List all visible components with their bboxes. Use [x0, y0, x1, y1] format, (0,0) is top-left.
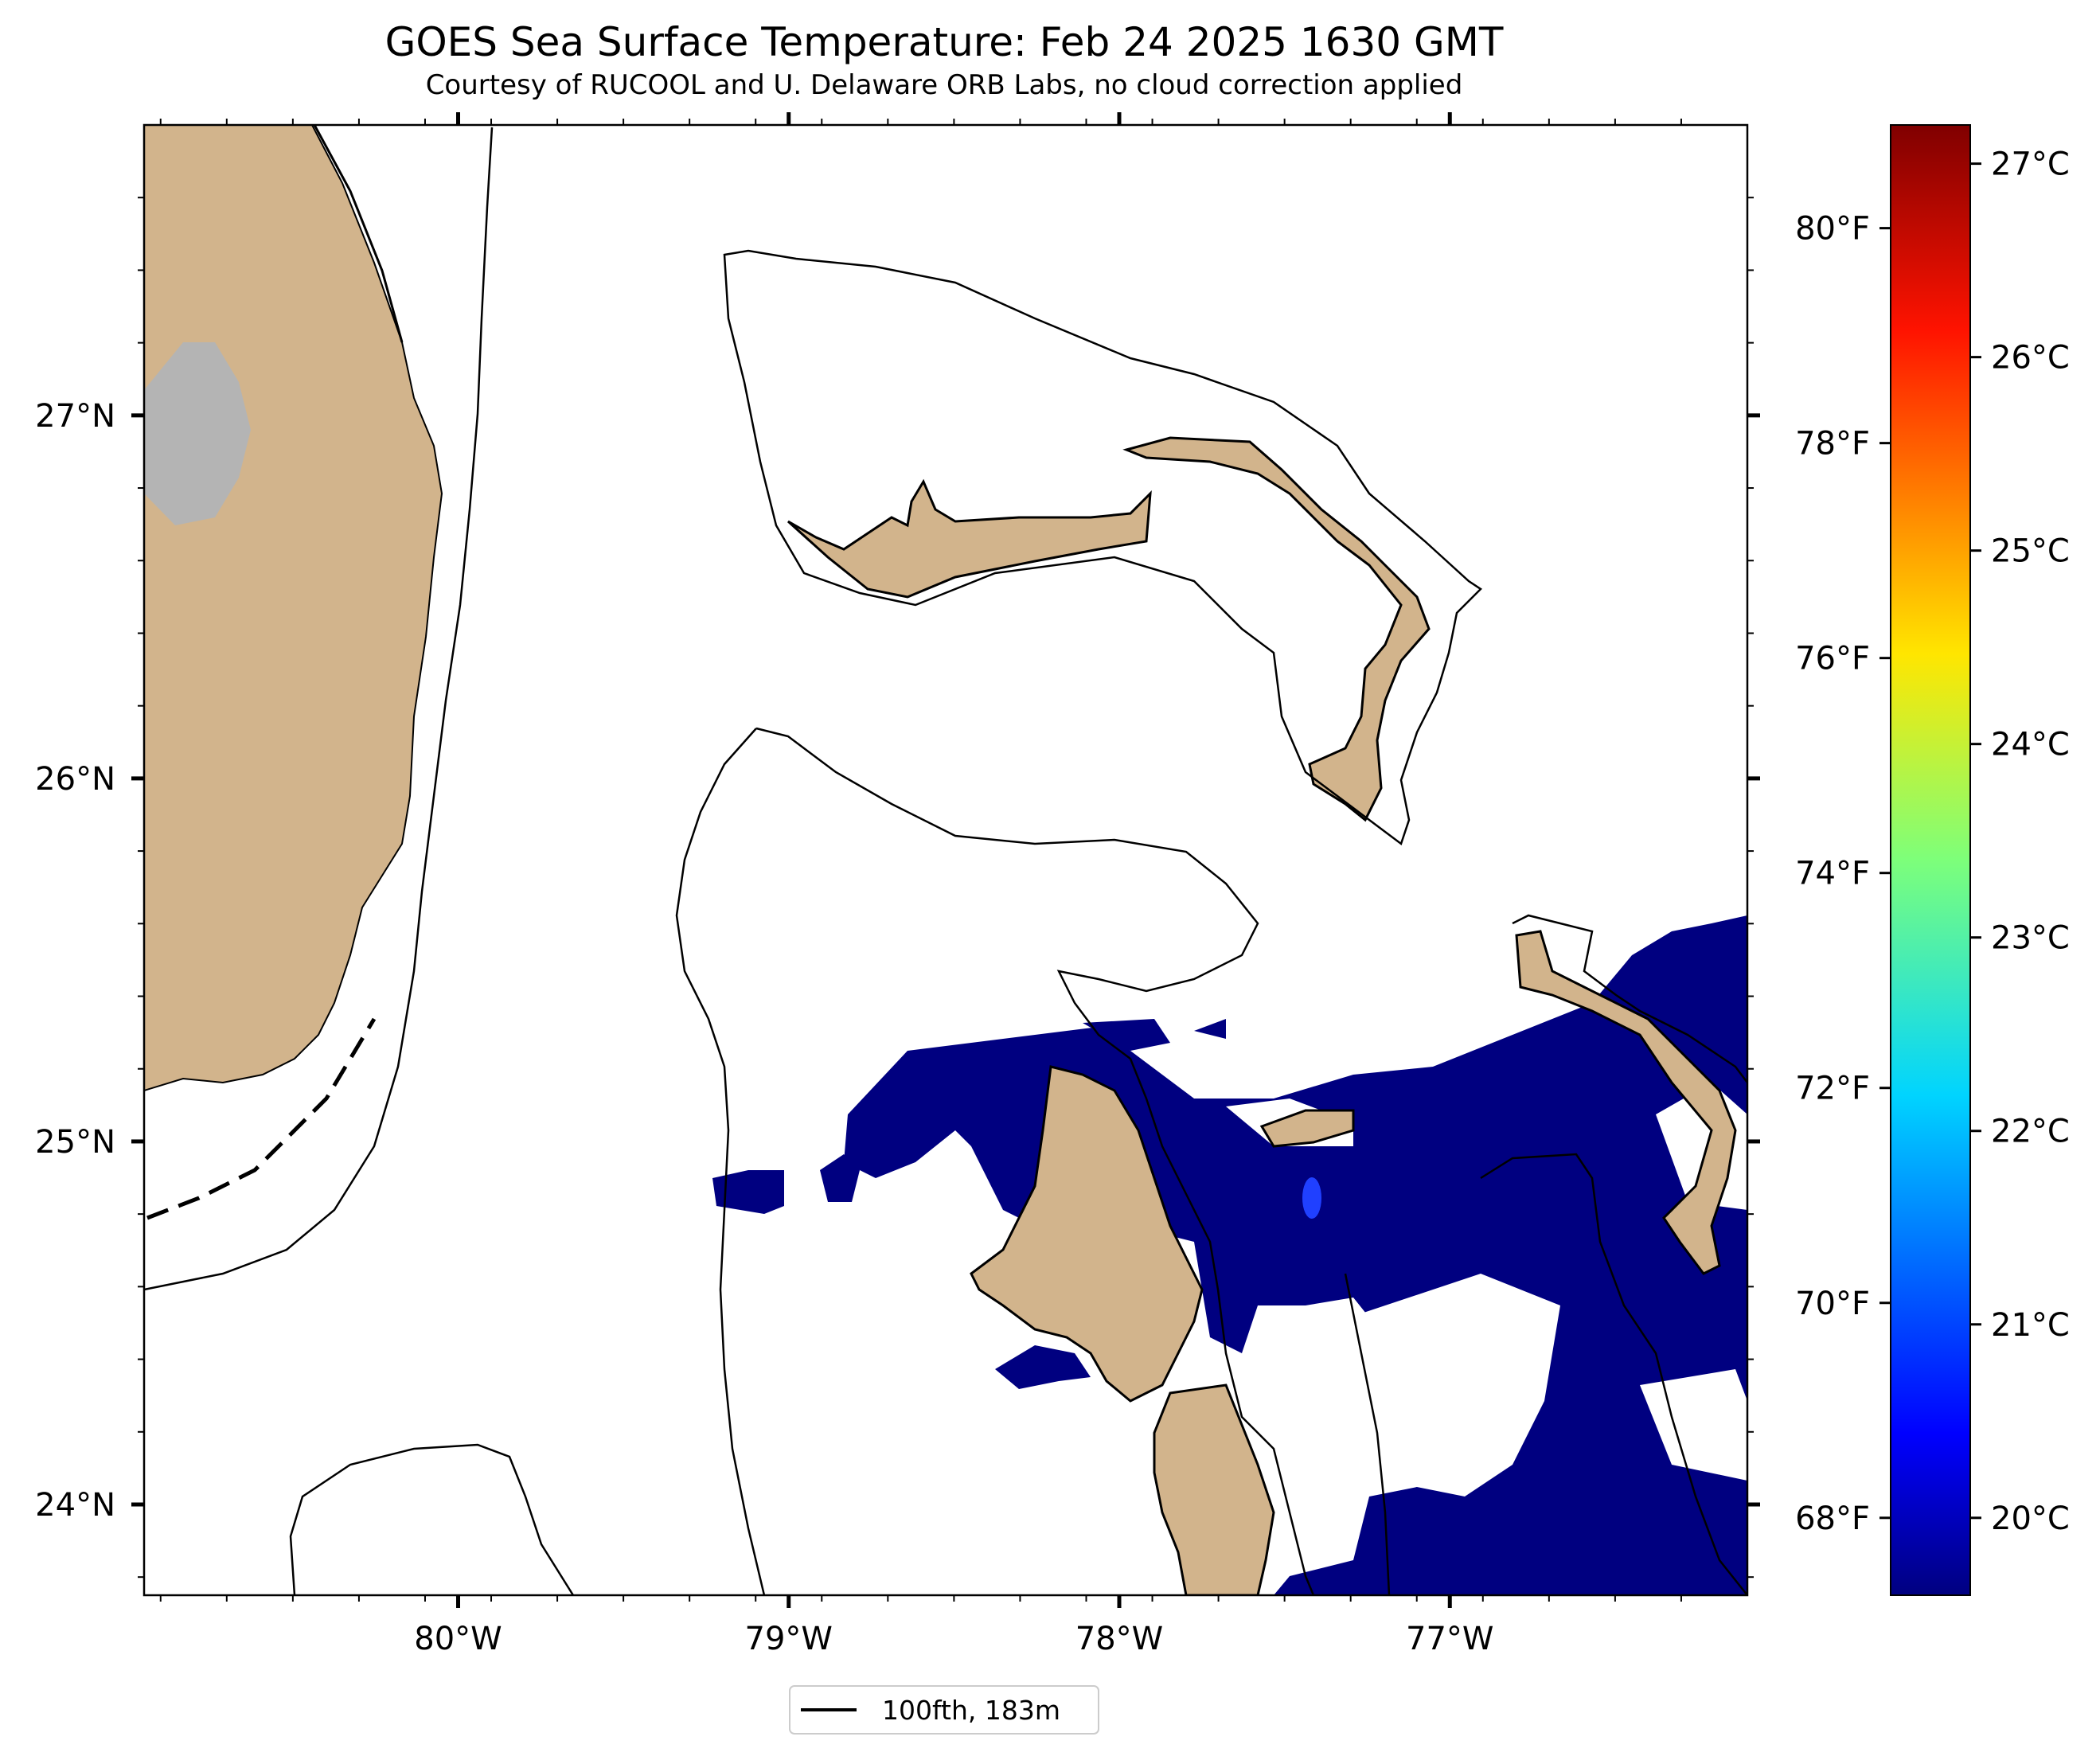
andros-island	[970, 1065, 1204, 1403]
andros-south	[1153, 1383, 1275, 1595]
eleuthera	[1515, 930, 1737, 1275]
lat-tick-label: 25°N	[35, 1124, 115, 1161]
cb-fahrenheit-label: 72°F	[1795, 1071, 1870, 1107]
cb-celsius-label: 26°C	[1991, 340, 2070, 377]
lat-tick-label: 27°N	[35, 398, 115, 435]
cb-fahrenheit-label: 74°F	[1795, 856, 1870, 892]
lat-tick-label: 26°N	[35, 761, 115, 798]
lake-okeechobee	[144, 342, 251, 525]
cb-celsius-label: 24°C	[1991, 727, 2070, 763]
isobath-100fth	[144, 127, 1747, 1595]
lon-tick-label: 79°W	[745, 1621, 833, 1657]
cb-fahrenheit-label: 78°F	[1795, 426, 1870, 462]
lat-tick-label: 24°N	[35, 1487, 115, 1524]
cb-celsius-label: 23°C	[1991, 920, 2070, 957]
lon-tick-label: 78°W	[1075, 1621, 1163, 1657]
legend-label: 100fth, 183m	[882, 1695, 1060, 1726]
lat-ticks: 27°N 26°N 25°N 24°N	[35, 197, 1760, 1579]
colorbar-fahrenheit-ticks: 80°F 78°F 76°F 74°F 72°F 70°F 68°F	[1795, 211, 1891, 1537]
cb-fahrenheit-label: 70°F	[1795, 1286, 1870, 1322]
cb-fahrenheit-label: 80°F	[1795, 211, 1870, 248]
great-abaco	[1122, 436, 1431, 822]
colorbar-celsius-ticks: 27°C 26°C 25°C 24°C 23°C 22°C 21°C 20°C	[1970, 146, 2070, 1537]
cb-fahrenheit-label: 76°F	[1795, 641, 1870, 677]
colorbar	[1890, 124, 1971, 1596]
sst-warm-spot	[1302, 1177, 1321, 1219]
legend: 100fth, 183m	[789, 1685, 1099, 1735]
legend-box	[789, 1685, 1099, 1735]
cb-celsius-label: 21°C	[1991, 1307, 2070, 1344]
map-subtitle: Courtesy of RUCOOL and U. Delaware ORB L…	[426, 69, 1463, 101]
lon-tick-label: 77°W	[1406, 1621, 1493, 1657]
map-title: GOES Sea Surface Temperature: Feb 24 202…	[385, 19, 1504, 65]
cb-celsius-label: 27°C	[1991, 146, 2070, 183]
lon-ticks: 80°W 79°W 78°W 77°W	[159, 112, 1682, 1657]
cb-celsius-label: 20°C	[1991, 1500, 2070, 1537]
florida-keys	[146, 1017, 377, 1220]
lon-tick-label: 80°W	[414, 1621, 502, 1657]
map-area	[144, 125, 1747, 1595]
new-providence	[1259, 1109, 1355, 1148]
east-coast-barrier	[313, 125, 404, 343]
cb-celsius-label: 22°C	[1991, 1114, 2070, 1150]
cb-celsius-label: 25°C	[1991, 533, 2070, 570]
grand-bahama	[787, 478, 1152, 599]
cb-fahrenheit-label: 68°F	[1795, 1500, 1870, 1537]
map-frame	[142, 123, 1749, 1597]
